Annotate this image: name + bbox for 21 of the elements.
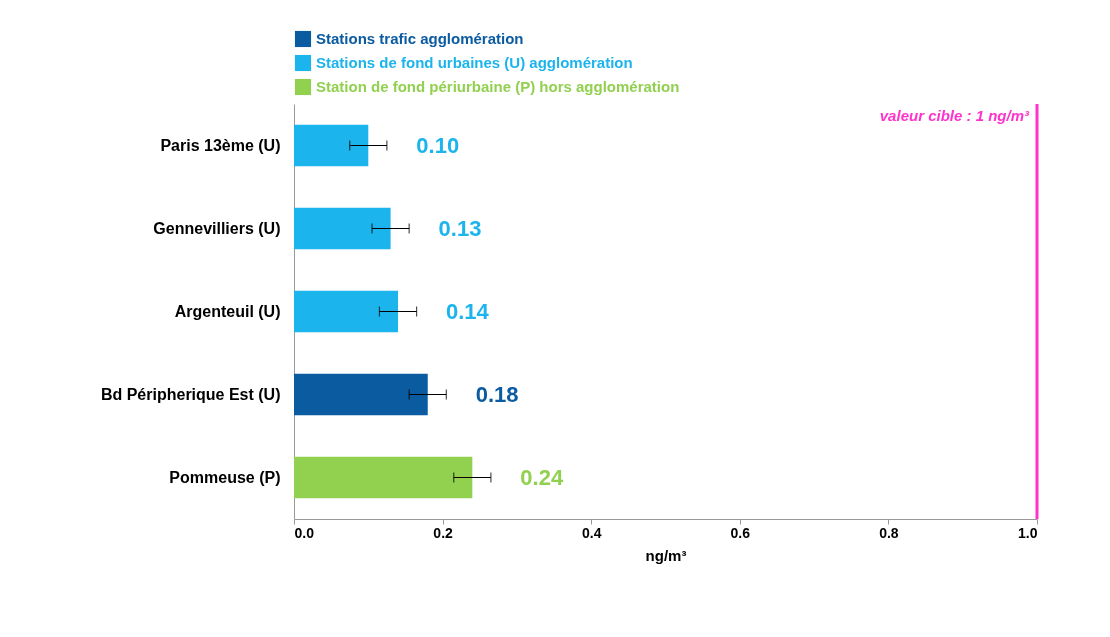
data-label: 0.24: [520, 464, 564, 490]
y-tick-label: Argenteuil (U): [174, 302, 281, 320]
legend-label: Stations de fond urbaines (U) agglomération: [316, 54, 633, 71]
x-tick-label: 0.8: [879, 524, 899, 541]
y-tick-label: Gennevilliers (U): [153, 219, 281, 237]
legend-label: Station de fond périurbaine (P) hors agglomération: [316, 78, 680, 95]
legend-label: Stations trafic agglomération: [316, 30, 524, 47]
x-tick-label: 1.0: [1018, 524, 1038, 541]
y-tick-label: Bd Péripherique Est (U): [100, 385, 281, 403]
y-tick-label: Pommeuse (P): [169, 468, 281, 486]
data-label: 0.13: [438, 215, 482, 241]
x-tick-label: 0.4: [581, 524, 602, 541]
x-axis-title: ng/m³: [645, 546, 687, 564]
ref-line-label: valeur cible : 1 ng/m³: [879, 107, 1030, 124]
data-label: 0.10: [416, 132, 460, 158]
data-label: 0.18: [475, 381, 519, 407]
x-tick-label: 0.6: [730, 524, 751, 541]
x-tick-label: 0.0: [294, 524, 315, 541]
data-label: 0.14: [446, 298, 490, 324]
x-tick-label: 0.2: [433, 524, 454, 541]
y-tick-label: Paris 13ème (U): [160, 136, 281, 154]
